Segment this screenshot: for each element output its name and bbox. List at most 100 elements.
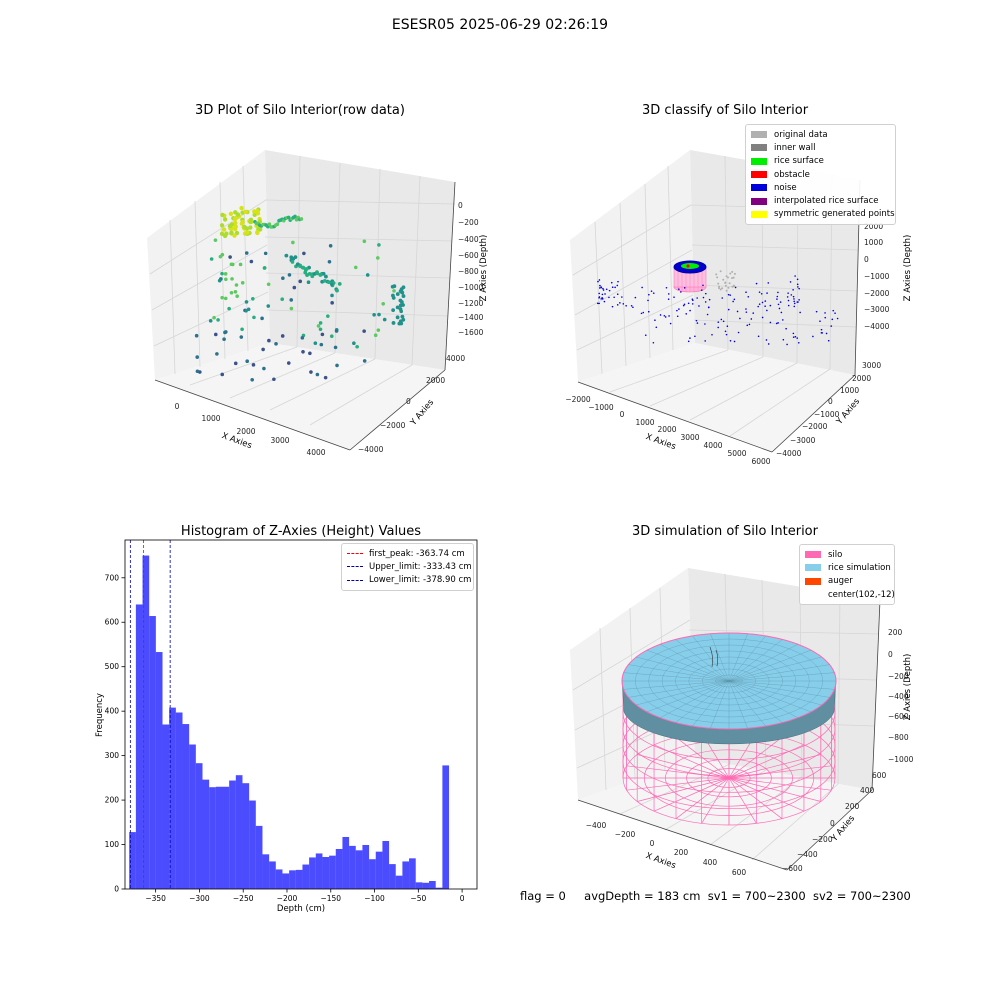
- classified-point: [608, 296, 610, 299]
- y-tick-label: 300: [105, 751, 120, 760]
- classified-point: [665, 286, 668, 289]
- data-point: [213, 332, 218, 337]
- classified-point: [769, 321, 772, 324]
- classified-point: [719, 288, 722, 291]
- classified-point: [727, 286, 730, 289]
- data-point: [229, 230, 234, 235]
- legend-item-auger: auger: [805, 575, 889, 588]
- histogram-bar: [135, 604, 143, 889]
- classify-x-tick: 6000: [751, 457, 770, 466]
- data-point: [284, 253, 289, 258]
- data-point: [274, 342, 278, 346]
- classified-point: [793, 298, 795, 300]
- raw-y-tick: −2000: [380, 421, 406, 430]
- classified-point: [776, 295, 779, 298]
- y-tick-label: 700: [105, 573, 120, 582]
- silo-wire-line: [728, 777, 821, 802]
- data-point: [263, 251, 268, 256]
- data-point: [233, 361, 238, 366]
- histogram-bar: [249, 800, 256, 889]
- classified-point: [737, 331, 740, 334]
- classified-point: [704, 292, 707, 295]
- classified-point: [733, 340, 736, 343]
- data-point: [298, 279, 303, 284]
- classified-point: [721, 297, 724, 299]
- classified-point: [757, 305, 759, 308]
- raw-x-tick: 4000: [306, 448, 325, 457]
- sim-x-tick: 0: [650, 839, 655, 848]
- data-point: [399, 289, 404, 294]
- classify-z-ticks: 2000 1000 0 −1000 −2000 −3000 −4000: [864, 222, 890, 331]
- data-point: [223, 296, 228, 301]
- classified-point: [725, 289, 728, 292]
- silo-wire-line: [728, 744, 805, 779]
- classified-point: [718, 287, 721, 290]
- classified-point: [601, 296, 603, 299]
- classified-point: [820, 328, 823, 331]
- classified-point: [747, 296, 750, 298]
- data-point: [381, 301, 386, 306]
- classify-x-label: X Axies: [644, 432, 677, 452]
- classified-point: [616, 284, 619, 287]
- classify-z-label: Z Axies (Depth): [903, 235, 913, 302]
- classified-point: [766, 292, 768, 294]
- data-point: [228, 255, 232, 259]
- classified-point: [678, 308, 680, 310]
- data-point: [355, 344, 359, 349]
- histogram-reference-lines: [129, 540, 171, 889]
- classified-point: [706, 313, 709, 316]
- data-point: [251, 363, 256, 367]
- data-point: [316, 324, 321, 328]
- classified-point: [836, 317, 839, 320]
- data-point: [395, 315, 400, 320]
- classified-point: [832, 309, 835, 312]
- classified-point: [676, 309, 678, 312]
- data-point: [330, 293, 334, 298]
- data-point: [335, 288, 339, 293]
- data-point: [195, 369, 200, 374]
- data-point: [392, 289, 396, 293]
- classified-point: [605, 288, 608, 291]
- data-point: [267, 222, 272, 226]
- classified-point: [821, 332, 824, 334]
- histogram-bar: [169, 707, 176, 889]
- data-point: [250, 377, 254, 382]
- classified-point: [719, 270, 722, 273]
- data-point: [353, 265, 358, 270]
- data-point: [323, 375, 328, 380]
- legend-label: Upper_limit: -333.43 cm: [369, 561, 472, 572]
- data-point: [290, 260, 295, 264]
- data-point: [313, 341, 318, 346]
- x-tick-label: −200: [277, 894, 298, 903]
- data-point: [300, 336, 305, 340]
- classified-point: [769, 304, 772, 307]
- classified-point: [778, 307, 781, 310]
- classify-z-tick: −2000: [864, 289, 890, 298]
- classified-point: [596, 302, 599, 305]
- data-point: [327, 259, 332, 264]
- classified-point: [669, 322, 672, 325]
- classified-point: [715, 273, 718, 276]
- data-point: [318, 272, 323, 277]
- data-point: [229, 290, 234, 295]
- classified-point: [716, 276, 719, 279]
- sim-z-tick: −600: [888, 712, 909, 721]
- silo-wire-line: [637, 754, 730, 779]
- rice-mesh-line: [728, 680, 812, 712]
- histogram-bar: [389, 864, 396, 889]
- classified-point: [598, 302, 600, 305]
- histogram-bar: [182, 724, 190, 889]
- histogram-bar: [329, 855, 336, 889]
- data-point: [240, 327, 244, 332]
- classified-point: [745, 311, 748, 313]
- data-point: [375, 256, 380, 260]
- silo-wire-line: [653, 744, 730, 779]
- raw-z-tick: 0: [458, 201, 463, 210]
- classify-x-ticks: −2000 −1000 0 1000 2000 3000 4000 5000 6…: [565, 395, 770, 466]
- classified-point: [736, 310, 739, 313]
- rice-mesh-line: [728, 672, 835, 682]
- histogram-bar: [229, 780, 236, 889]
- classified-point: [724, 281, 727, 284]
- histogram-bar: [315, 853, 323, 889]
- classified-point: [652, 341, 655, 344]
